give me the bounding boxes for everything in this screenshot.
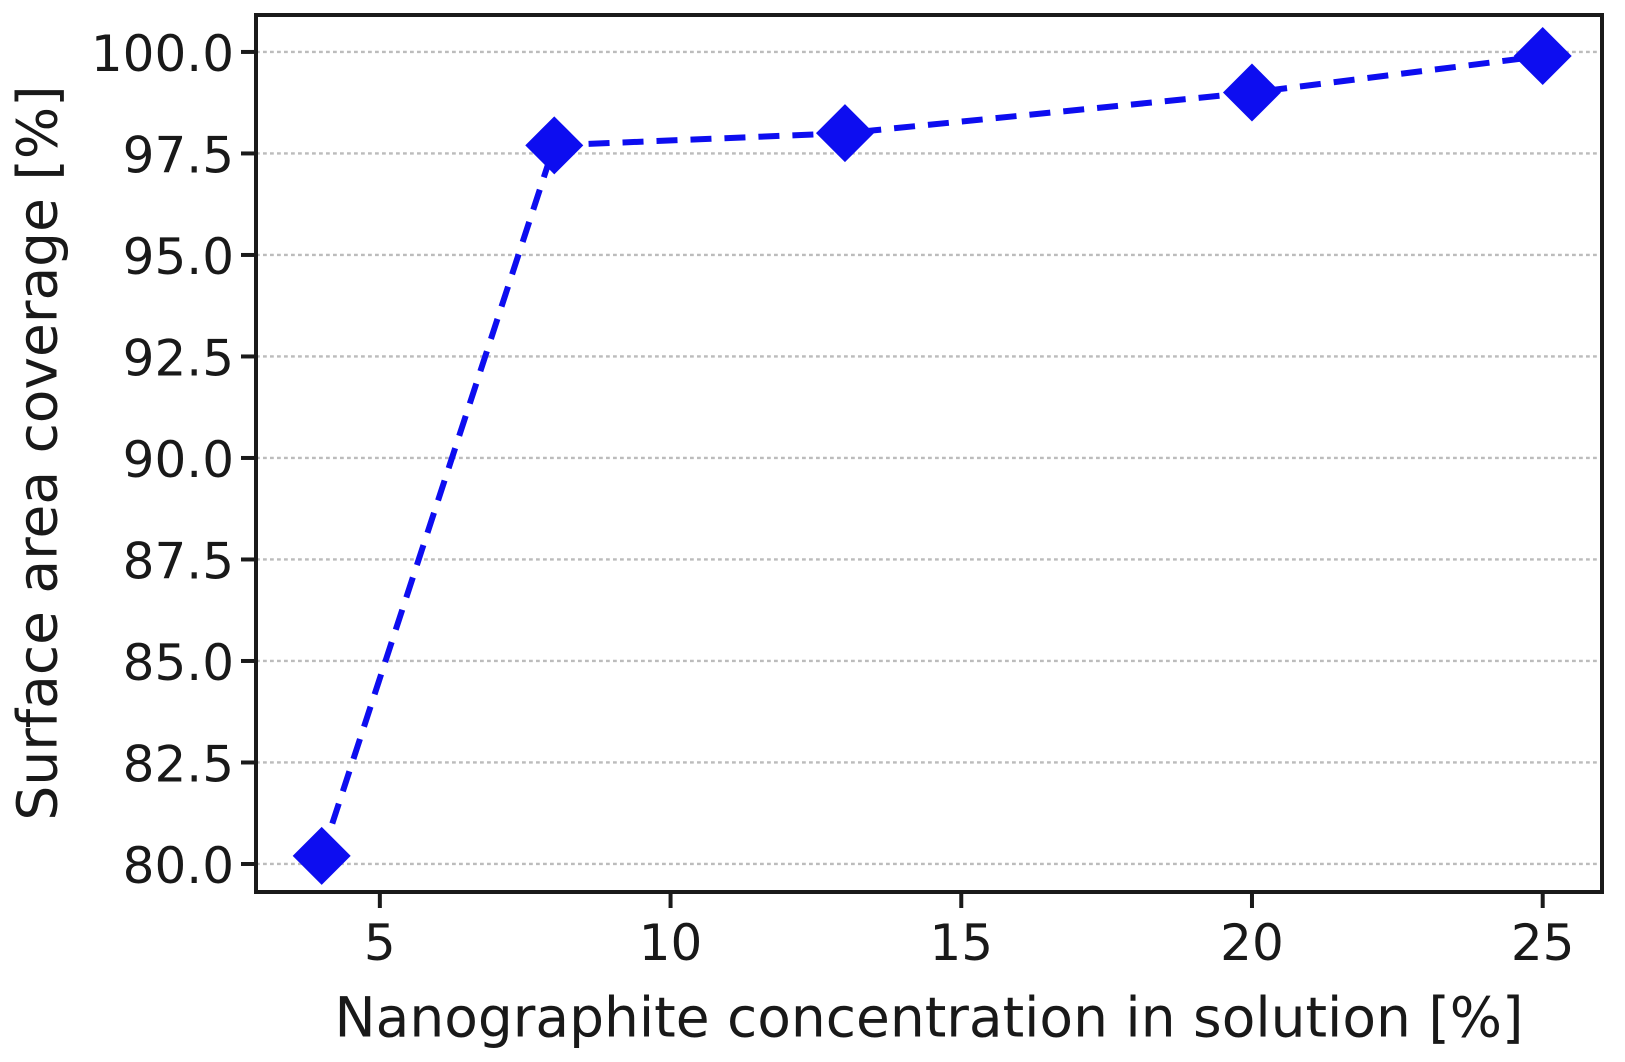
data-line <box>318 53 1544 857</box>
y-tick-label: 80.0 <box>123 837 234 895</box>
y-axis-label: Surface area coverage [%] <box>5 85 70 821</box>
x-tick-label: 10 <box>639 914 703 972</box>
y-tick-label: 100.0 <box>91 25 234 83</box>
data-point-marker <box>1222 63 1281 122</box>
y-tick-label: 95.0 <box>123 228 234 286</box>
data-point-marker <box>1513 27 1572 86</box>
x-axis-label: Nanographite concentration in solution [… <box>334 985 1524 1050</box>
x-tick-label: 5 <box>364 914 396 972</box>
y-tick-label: 82.5 <box>123 735 234 793</box>
x-tick-label: 20 <box>1220 914 1284 972</box>
data-point-marker <box>525 116 584 175</box>
y-tick-label: 87.5 <box>123 532 234 590</box>
x-tick-label: 25 <box>1511 914 1575 972</box>
x-tick-label: 15 <box>929 914 993 972</box>
plot-frame <box>254 13 1604 894</box>
data-point-marker <box>815 104 874 163</box>
y-tick-label: 97.5 <box>123 126 234 184</box>
y-tick-label: 90.0 <box>123 431 234 489</box>
y-tick-label: 85.0 <box>123 634 234 692</box>
data-point-marker <box>292 826 351 885</box>
y-tick-label: 92.5 <box>123 329 234 387</box>
